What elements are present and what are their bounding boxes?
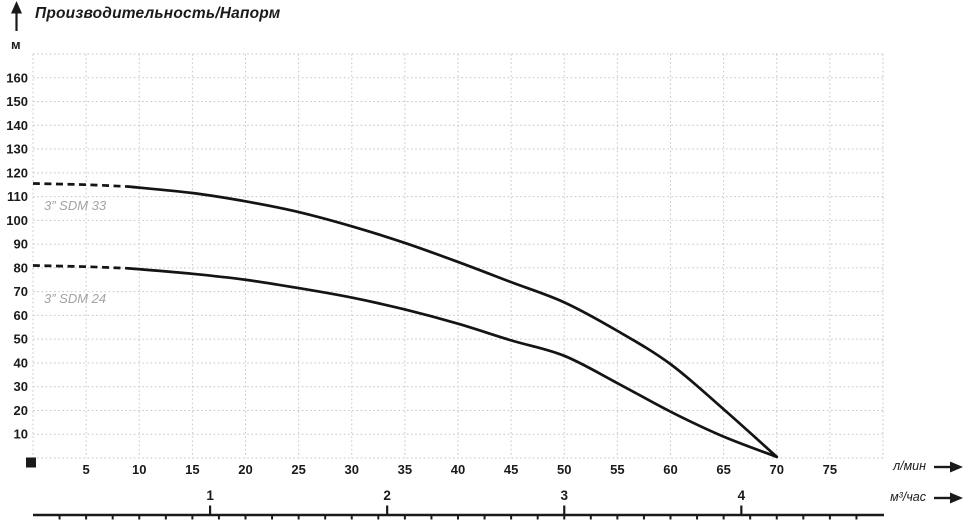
svg-text:45: 45 (504, 462, 518, 477)
svg-text:1: 1 (206, 488, 214, 503)
series-label-sdm-33: 3” SDM 33 (44, 198, 107, 213)
svg-text:30: 30 (14, 379, 28, 394)
svg-text:2: 2 (383, 488, 391, 503)
x-axis-primary-unit-label: л/мин (893, 459, 926, 473)
svg-text:5: 5 (83, 462, 90, 477)
svg-text:150: 150 (6, 94, 28, 109)
x-axis-primary-arrow-icon (934, 461, 963, 473)
svg-text:4: 4 (738, 488, 746, 503)
svg-text:3: 3 (560, 488, 568, 503)
svg-text:70: 70 (14, 284, 28, 299)
svg-text:55: 55 (610, 462, 624, 477)
series-label-sdm-24: 3” SDM 24 (44, 291, 107, 306)
y-axis-up-arrow-icon (11, 1, 22, 31)
x-axis-secondary-unit-label: м³/час (890, 490, 926, 504)
y-axis-unit-label: м (11, 37, 21, 52)
x-axis-secondary-arrow-icon (934, 492, 963, 504)
svg-text:120: 120 (6, 165, 28, 180)
svg-text:25: 25 (291, 462, 305, 477)
svg-text:160: 160 (6, 70, 28, 85)
chart-title: Производительность/Напорм (35, 5, 281, 22)
svg-text:140: 140 (6, 118, 28, 133)
svg-text:130: 130 (6, 142, 28, 157)
svg-text:70: 70 (770, 462, 784, 477)
svg-text:40: 40 (14, 355, 28, 370)
svg-text:60: 60 (663, 462, 677, 477)
svg-text:50: 50 (557, 462, 571, 477)
svg-text:40: 40 (451, 462, 465, 477)
svg-text:65: 65 (716, 462, 730, 477)
svg-text:20: 20 (238, 462, 252, 477)
svg-text:100: 100 (6, 213, 28, 228)
svg-text:90: 90 (14, 237, 28, 252)
svg-text:30: 30 (345, 462, 359, 477)
svg-text:110: 110 (7, 189, 28, 204)
svg-text:60: 60 (14, 308, 28, 323)
svg-text:50: 50 (14, 332, 28, 347)
svg-text:15: 15 (185, 462, 199, 477)
svg-text:80: 80 (14, 260, 28, 275)
svg-text:75: 75 (823, 462, 837, 477)
svg-text:10: 10 (14, 427, 28, 442)
svg-text:10: 10 (132, 462, 146, 477)
svg-text:20: 20 (14, 403, 28, 418)
svg-text:35: 35 (398, 462, 412, 477)
